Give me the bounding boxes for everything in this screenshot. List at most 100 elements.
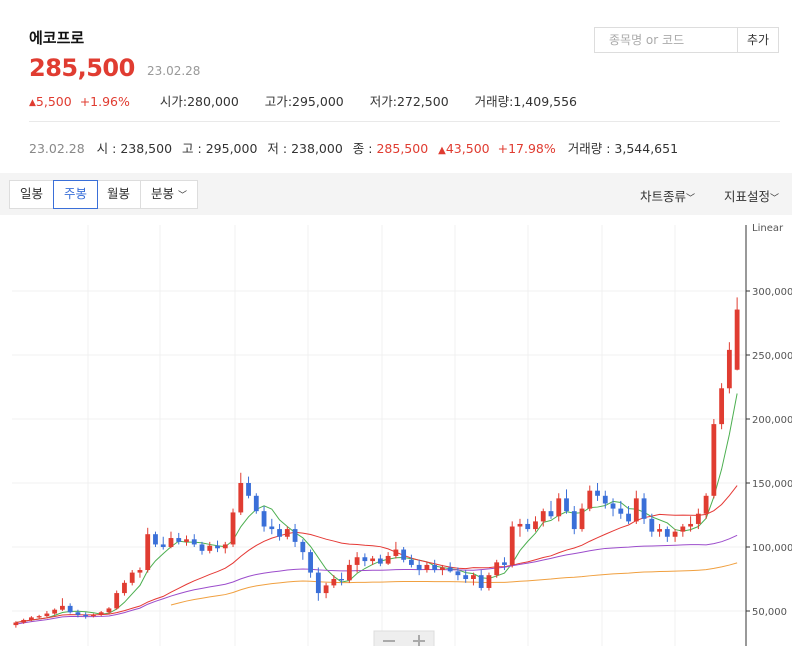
y-axis: Linear 50,000 100,000 150,000 200,000 250,000… (745, 223, 792, 646)
current-price: 285,500 (29, 54, 135, 82)
y-tick-label: 250,000 (752, 351, 792, 362)
candle-body (145, 534, 151, 571)
add-button[interactable]: 추가 (737, 27, 779, 53)
stock-name: 에코프로 (29, 29, 85, 47)
candle-body (680, 526, 686, 532)
volume-value: 1,409,556 (513, 94, 577, 109)
candle-body (137, 570, 143, 573)
candle-body (176, 538, 182, 542)
candle-body (587, 490, 593, 509)
open-sep: : (182, 94, 188, 109)
candle-body (556, 498, 562, 517)
week-volume-label: 거래량 (567, 141, 603, 156)
price-date: 23.02.28 (147, 64, 201, 78)
candle-body (160, 544, 166, 547)
week-volume-sep: : (602, 141, 615, 156)
week-date: 23.02.28 (29, 141, 85, 156)
candle-body (664, 529, 670, 537)
week-low-label: 저 (267, 141, 279, 156)
candle-body (122, 582, 127, 594)
tab-minute[interactable]: 분봉 ﹀ (141, 181, 197, 208)
candle-body (455, 571, 461, 576)
candle-body (114, 593, 120, 609)
week-change-pct: +17.98% (497, 141, 556, 156)
low-sep: : (392, 94, 397, 109)
candle-body (595, 490, 600, 496)
candle-body (432, 564, 438, 571)
price-change-pct: +1.96% (79, 94, 130, 109)
chart-type-menu[interactable]: 차트종류﹀ (640, 186, 695, 205)
candle-body (424, 564, 430, 571)
candle-body (408, 559, 414, 565)
candle-body (440, 567, 445, 571)
candle-body (106, 608, 112, 613)
indicator-menu[interactable]: 지표설정﹀ (724, 186, 779, 205)
tab-daily[interactable]: 일봉 (10, 181, 55, 208)
candle-body (393, 549, 399, 556)
low-label: 저가 (369, 94, 393, 109)
scale-label: Linear (752, 223, 784, 234)
candle-body (91, 614, 96, 617)
candle-body (494, 562, 500, 576)
candle-body (346, 564, 352, 581)
candle-body (517, 523, 523, 527)
high-value: 295,000 (292, 94, 344, 109)
week-high-label: 고 (182, 141, 194, 156)
candle-body (284, 529, 290, 537)
candle-body (463, 575, 469, 579)
tab-monthly[interactable]: 월봉 (97, 181, 142, 208)
weekly-summary: 23.02.28 시 : 238,500 고 : 295,000 저 : 238… (29, 138, 678, 157)
candle-body (308, 552, 313, 573)
y-tick-label: 300,000 (752, 287, 792, 298)
candle-body (618, 508, 624, 514)
y-tick-label: 100,000 (752, 543, 792, 554)
candle-body (238, 483, 244, 513)
week-volume: 3,544,651 (614, 141, 679, 156)
candle-body (509, 526, 515, 565)
tab-weekly[interactable]: 주봉 (53, 180, 99, 209)
candle-body (471, 575, 476, 579)
candle-body (734, 309, 740, 370)
candle-body (626, 513, 631, 522)
price-chart[interactable]: Linear 50,000 100,000 150,000 200,000 250,000… (0, 215, 792, 650)
week-open-sep: : (108, 141, 121, 156)
candle-body (703, 495, 709, 514)
high-sep: : (287, 94, 293, 109)
period-tabs: 일봉 주봉 월봉 분봉 ﹀ (9, 180, 199, 209)
candles (13, 297, 740, 628)
candle-body (726, 349, 732, 389)
tab-minute-label: 분봉 (151, 186, 175, 201)
candle-body (98, 612, 104, 615)
candle-body (230, 512, 236, 545)
zoom-control[interactable] (373, 630, 435, 650)
candle-body (277, 529, 282, 537)
low-value: 272,500 (396, 94, 449, 109)
divider (29, 121, 780, 122)
candle-body (672, 531, 678, 537)
candle-body (385, 555, 391, 564)
candle-body (525, 523, 531, 530)
price-change: 5,500 (35, 94, 72, 109)
candle-body (362, 557, 368, 562)
candle-body (711, 424, 717, 496)
candle-body (610, 503, 616, 509)
week-high-sep: : (193, 141, 206, 156)
candle-body (339, 579, 345, 581)
candle-body (13, 622, 19, 626)
volume-sep: : (509, 94, 514, 109)
candle-body (269, 526, 275, 530)
candle-body (323, 585, 329, 594)
chart-toolbar: 일봉 주봉 월봉 분봉 ﹀ 차트종류﹀ 지표설정﹀ (0, 173, 792, 215)
candlestick-chart: Linear 50,000 100,000 150,000 200,000 250,000… (12, 223, 792, 650)
candle-body (401, 549, 407, 560)
candle-body (36, 616, 42, 618)
candle-body (649, 518, 655, 532)
candle-body (44, 613, 50, 617)
candle-body (129, 572, 135, 583)
search-input[interactable]: 종목명 or 코드 (594, 27, 738, 53)
candle-body (28, 617, 34, 620)
week-close-sep: : (364, 141, 377, 156)
ma20-line (15, 485, 738, 624)
candle-body (83, 614, 89, 617)
candle-body (370, 558, 376, 562)
